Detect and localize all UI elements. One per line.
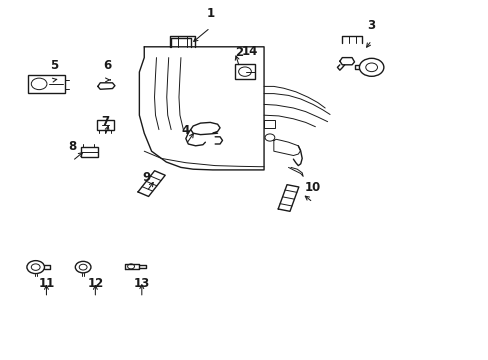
Text: 2: 2 (235, 46, 243, 59)
Text: 13: 13 (133, 277, 150, 290)
Text: 14: 14 (241, 45, 257, 58)
Text: 9: 9 (142, 171, 150, 184)
Bar (28, 75, 65, 93)
Text: 1: 1 (206, 7, 214, 20)
Text: 7: 7 (101, 115, 109, 128)
Text: 11: 11 (38, 277, 55, 290)
Text: 6: 6 (103, 59, 111, 72)
Bar (264, 120, 274, 128)
Text: 8: 8 (68, 140, 76, 153)
Bar (97, 120, 114, 130)
Bar (81, 147, 98, 157)
Text: 10: 10 (304, 181, 321, 194)
Text: 5: 5 (50, 59, 58, 72)
Text: 12: 12 (87, 277, 103, 290)
Bar (234, 64, 255, 79)
Text: 4: 4 (182, 124, 189, 137)
Text: 3: 3 (367, 19, 375, 32)
